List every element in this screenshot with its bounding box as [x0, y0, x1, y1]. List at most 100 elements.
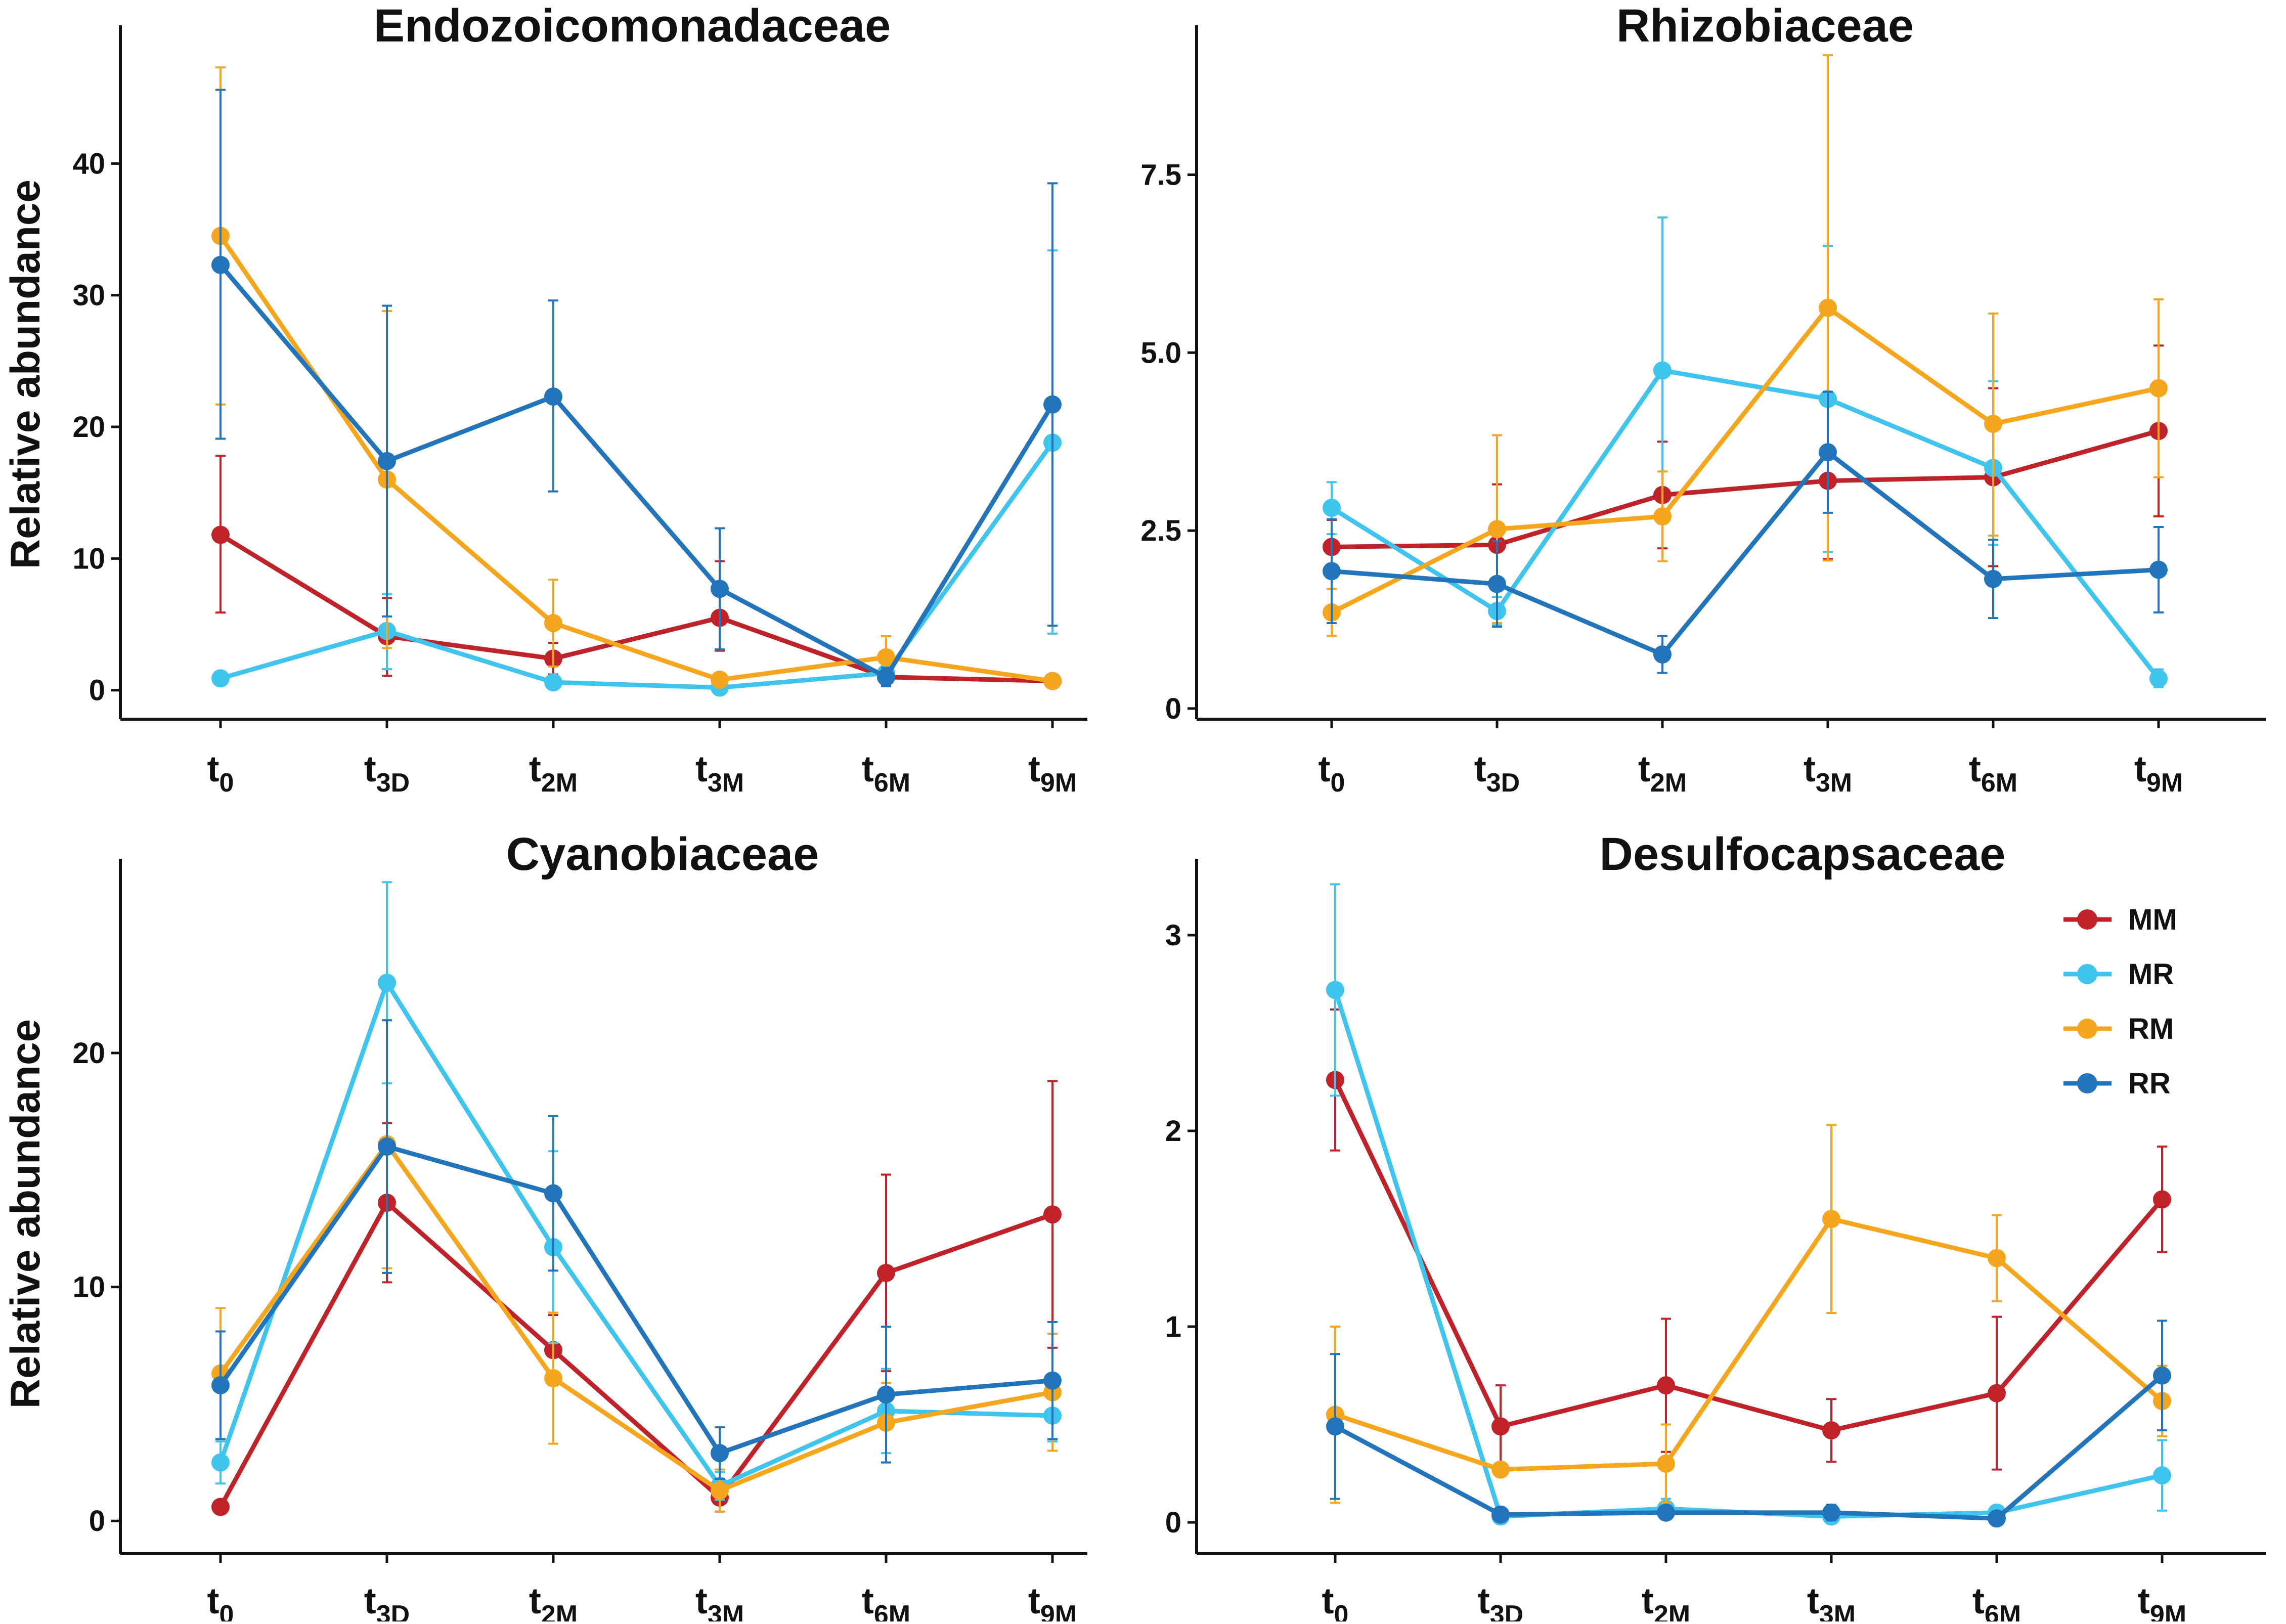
- data-point: [1323, 499, 1341, 517]
- series-mr: [1323, 216, 2168, 688]
- series-line: [219, 533, 1053, 683]
- data-point: [211, 669, 230, 688]
- data-point: [1653, 507, 1672, 525]
- x-tick-label: t3D: [1478, 1581, 1523, 1621]
- series-line: [218, 1200, 1053, 1508]
- data-point: [1984, 415, 2002, 433]
- data-point: [378, 974, 396, 992]
- data-point: [1323, 562, 1341, 581]
- data-point: [544, 1184, 562, 1203]
- x-tick-label: t0: [1322, 1581, 1349, 1621]
- data-point: [711, 1444, 729, 1463]
- y-tick-label: 0: [1165, 692, 1181, 725]
- y-tick-label: 5.0: [1140, 336, 1181, 369]
- panel-title: Rhizobiaceae: [1616, 0, 1914, 52]
- series-line: [1333, 1079, 2164, 1433]
- data-point: [711, 580, 729, 598]
- data-point: [1822, 1421, 1840, 1440]
- x-tick-label: t9M: [1028, 749, 1077, 798]
- data-point: [1326, 1417, 1344, 1436]
- series-line: [1330, 305, 2159, 615]
- panel-title: Cyanobiaceae: [506, 828, 819, 880]
- x-tick-label: t6M: [1969, 749, 2017, 798]
- data-point: [1326, 981, 1344, 999]
- series-rr: [1326, 1320, 2171, 1528]
- data-point: [544, 387, 562, 406]
- data-point: [1653, 361, 1672, 380]
- data-point: [211, 525, 230, 544]
- x-tick-label: t3M: [1807, 1581, 1856, 1621]
- data-point: [1653, 645, 1672, 664]
- series-mr: [1326, 883, 2171, 1526]
- series-line: [218, 1144, 1053, 1456]
- data-point: [877, 1263, 895, 1282]
- y-tick-label: 1: [1165, 1310, 1181, 1343]
- x-tick-label: t3D: [364, 1581, 410, 1621]
- y-tick-label: 10: [72, 1271, 105, 1304]
- legend-label: RR: [2128, 1067, 2171, 1100]
- legend-item-rm: RM: [2063, 1013, 2174, 1045]
- data-point: [2153, 1190, 2171, 1209]
- y-tick-label: 40: [72, 147, 105, 180]
- data-point: [2149, 669, 2168, 688]
- y-axis-label-bottom: Relative abundance: [3, 1019, 49, 1409]
- data-point: [1491, 1417, 1510, 1436]
- series-rr: [211, 1019, 1062, 1480]
- data-point: [1984, 569, 2002, 588]
- data-point: [2149, 379, 2168, 398]
- legend-item-mr: MR: [2063, 958, 2174, 991]
- panel-2: Rhizobiaceae 0 2.5 5.0 7.5 t0 t3D t2M t3M t6M t9M: [1140, 0, 2266, 798]
- series-rm: [1323, 54, 2168, 637]
- data-point: [1488, 575, 1506, 593]
- data-point: [1491, 1505, 1510, 1524]
- data-point: [211, 1376, 230, 1394]
- legend-item-rr: RR: [2063, 1067, 2171, 1100]
- legend-marker: [2077, 964, 2097, 984]
- x-tick-label: t0: [207, 749, 234, 798]
- x-tick-label: t6M: [1972, 1581, 2021, 1621]
- x-tick-label: t0: [1318, 749, 1345, 798]
- legend-marker: [2077, 1073, 2097, 1093]
- y-tick-label: 10: [72, 542, 105, 575]
- legend-marker: [2077, 1019, 2097, 1039]
- series-line: [1333, 989, 2163, 1519]
- series-line: [1331, 428, 2160, 549]
- y-tick-label: 0: [1165, 1506, 1181, 1539]
- data-point: [211, 1498, 230, 1516]
- data-point: [877, 648, 895, 667]
- y-axis-label-top: Relative abundance: [3, 180, 49, 569]
- panel-title: Endozoicomonadaceae: [374, 0, 891, 52]
- panel-4: Desulfocapsaceae 0 1 2 3 t0 t3D t2M t3M t6M t9M: [1165, 828, 2266, 1624]
- data-point: [1819, 298, 1837, 317]
- data-point: [544, 1369, 562, 1388]
- y-tick-label: 0: [89, 1505, 105, 1538]
- data-point: [2153, 1466, 2171, 1485]
- data-point: [1043, 1205, 1062, 1224]
- data-point: [544, 613, 562, 632]
- data-point: [2153, 1366, 2171, 1385]
- series-mm: [1326, 1008, 2171, 1471]
- data-point: [1491, 1460, 1510, 1479]
- series-line: [218, 235, 1053, 683]
- data-point: [544, 673, 562, 692]
- data-point: [1822, 1210, 1840, 1228]
- x-tick-label: t9M: [2138, 1581, 2186, 1621]
- data-point: [1988, 1249, 2006, 1267]
- y-tick-label: 2: [1165, 1115, 1181, 1148]
- data-point: [1657, 1376, 1675, 1395]
- data-point: [1488, 520, 1506, 539]
- x-tick-label: t2M: [529, 749, 578, 798]
- legend-marker: [2077, 909, 2097, 930]
- legend-label: MR: [2128, 958, 2174, 991]
- x-tick-label: t3M: [695, 1581, 744, 1621]
- legend-label: RM: [2128, 1013, 2174, 1045]
- data-point: [1043, 1371, 1062, 1390]
- y-tick-label: 2.5: [1140, 514, 1181, 547]
- x-tick-label: t2M: [1642, 1581, 1690, 1621]
- series-rm: [211, 1019, 1062, 1513]
- x-tick-label: t9M: [1028, 1581, 1077, 1621]
- series-line: [1334, 1216, 2164, 1472]
- data-point: [877, 668, 895, 686]
- series-line: [1330, 368, 2161, 680]
